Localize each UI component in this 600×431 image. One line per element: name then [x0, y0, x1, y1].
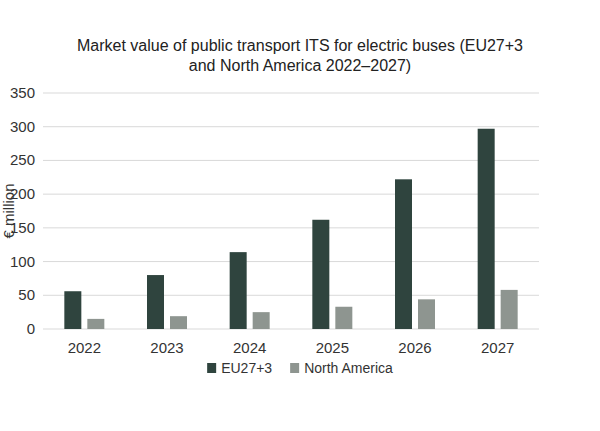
- bars: [64, 129, 517, 329]
- bar: [64, 291, 81, 329]
- grid-line: [43, 160, 539, 161]
- bar: [230, 252, 247, 329]
- bar: [87, 319, 104, 329]
- legend-label: EU27+3: [221, 360, 272, 376]
- x-tick-label: 2027: [481, 339, 514, 356]
- y-tick-label: 350: [10, 84, 35, 101]
- bar: [478, 129, 495, 329]
- grid-line: [43, 93, 539, 94]
- chart: 050100150200250300350€ million2022202320…: [0, 0, 600, 431]
- x-tick-label: 2025: [316, 339, 349, 356]
- grid-line: [43, 227, 539, 228]
- y-axis-label: € million: [0, 183, 17, 238]
- y-tick-label: 100: [10, 253, 35, 270]
- legend: EU27+3 North America: [207, 360, 393, 376]
- x-tick-label: 2026: [398, 339, 431, 356]
- bar: [418, 299, 435, 329]
- bar: [170, 316, 187, 329]
- grid-line: [43, 329, 539, 330]
- legend-swatch: [290, 363, 299, 373]
- bar: [335, 307, 352, 329]
- y-tick-label: 50: [18, 286, 35, 303]
- chart-title: Market value of public transport ITS for…: [70, 36, 530, 76]
- grid-line: [43, 194, 539, 195]
- y-tick-label: 0: [27, 320, 35, 337]
- y-axis-range: [43, 93, 44, 329]
- grid-line: [43, 126, 539, 127]
- y-tick-label: 300: [10, 118, 35, 135]
- bar: [395, 179, 412, 329]
- x-tick-label: 2024: [233, 339, 266, 356]
- bar: [312, 220, 329, 329]
- y-tick-label: 250: [10, 151, 35, 168]
- legend-label: North America: [304, 360, 393, 376]
- bar: [253, 312, 270, 329]
- bar: [147, 275, 164, 329]
- grid-line: [43, 295, 539, 296]
- x-tick-label: 2022: [68, 339, 101, 356]
- legend-swatch: [207, 363, 216, 373]
- x-tick-label: 2023: [150, 339, 183, 356]
- bar: [501, 290, 518, 329]
- grid-line: [43, 261, 539, 262]
